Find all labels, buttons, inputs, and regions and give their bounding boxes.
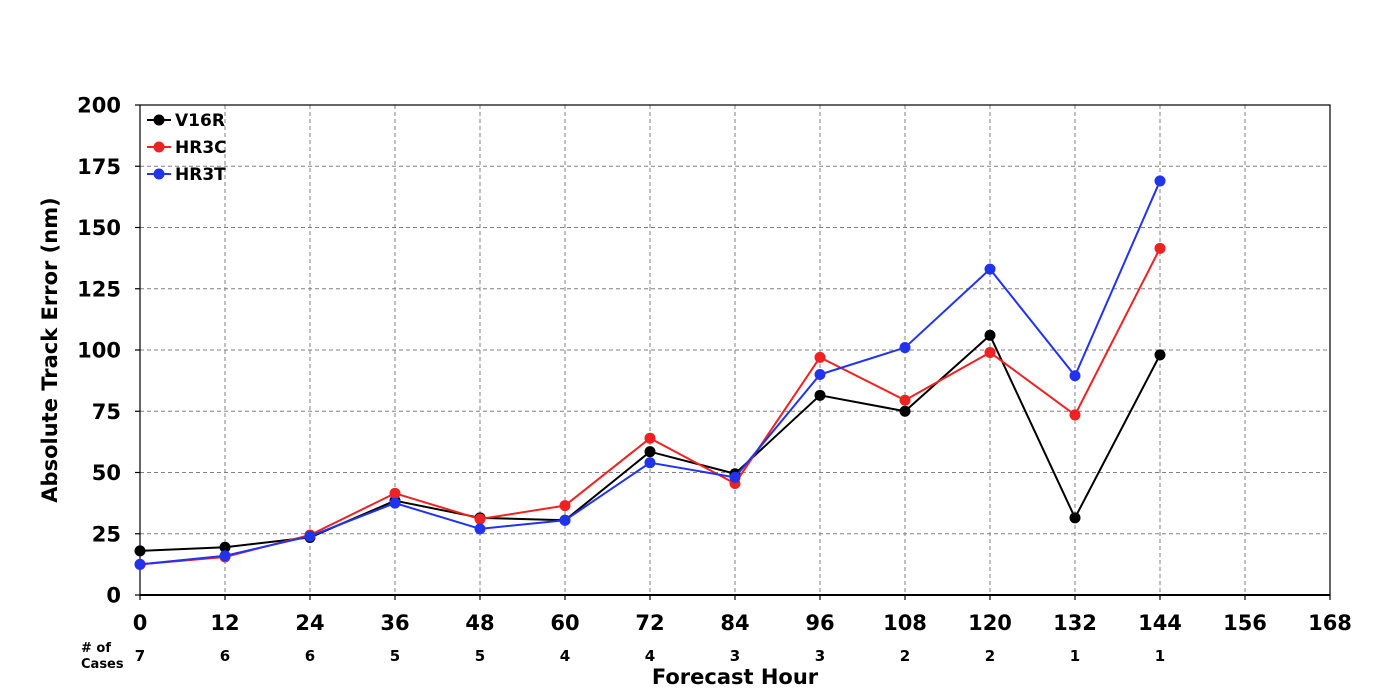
data-point-hr3t (559, 514, 571, 526)
case-count-label: 5 (390, 647, 400, 665)
case-count-label: 3 (815, 647, 825, 665)
data-point-v16r (1154, 349, 1166, 361)
data-point-hr3t (219, 550, 231, 562)
series-lines (134, 175, 1166, 570)
legend-label: HR3C (175, 138, 227, 158)
y-tick-label: 25 (92, 522, 121, 546)
data-point-hr3c (899, 394, 911, 406)
case-count-label: 4 (645, 647, 655, 665)
cases-header-line1: # of (81, 641, 111, 656)
x-tick-label: 120 (968, 611, 1012, 635)
x-tick-label: 24 (295, 611, 324, 635)
y-tick-label: 175 (77, 155, 121, 179)
x-tick-label: 0 (133, 611, 148, 635)
data-point-hr3t (1069, 370, 1081, 382)
x-tick-label: 12 (210, 611, 239, 635)
data-point-hr3c (814, 351, 826, 363)
legend-swatch-marker (153, 141, 165, 153)
data-point-hr3c (389, 487, 401, 499)
legend-swatch-marker (153, 168, 165, 180)
case-count-label: 6 (220, 647, 230, 665)
data-point-v16r (644, 446, 656, 458)
data-point-v16r (814, 389, 826, 401)
legend: V16R HR3C HR3T (147, 111, 227, 185)
data-point-v16r (899, 405, 911, 417)
y-axis-title: Absolute Track Error (nm) (38, 197, 62, 502)
case-count-label: 4 (560, 647, 570, 665)
x-tick-label: 36 (380, 611, 409, 635)
data-point-hr3c (1154, 242, 1166, 254)
data-point-hr3t (1154, 175, 1166, 187)
case-count-label: 1 (1070, 647, 1080, 665)
grid-lines (140, 105, 1330, 595)
data-point-hr3t (729, 471, 741, 483)
y-tick-label: 0 (106, 584, 121, 608)
y-tick-label: 125 (77, 277, 121, 301)
y-tick-label: 150 (77, 216, 121, 240)
x-tick-label: 48 (465, 611, 494, 635)
data-point-hr3t (899, 342, 911, 354)
data-point-hr3t (644, 457, 656, 469)
case-count-label: 7 (135, 647, 145, 665)
data-point-v16r (134, 545, 146, 557)
axis-ticks: 0 12 24 36 48 60 72 84 96 108 120 132 144 156 168 0 25 50… (77, 94, 1352, 636)
y-tick-label: 75 (92, 400, 121, 424)
legend-item-v16r: V16R (147, 111, 225, 131)
x-tick-label: 72 (635, 611, 664, 635)
data-point-hr3c (644, 432, 656, 444)
case-count-label: 2 (985, 647, 995, 665)
data-point-hr3c (1069, 409, 1081, 421)
x-tick-label: 96 (805, 611, 834, 635)
x-tick-label: 132 (1053, 611, 1097, 635)
series-hr3t (134, 175, 1166, 570)
data-point-hr3t (389, 497, 401, 509)
case-count-label: 2 (900, 647, 910, 665)
x-tick-label: 156 (1223, 611, 1267, 635)
y-tick-label: 100 (77, 339, 121, 363)
data-point-hr3t (984, 263, 996, 275)
x-tick-label: 60 (550, 611, 579, 635)
x-axis-title: Forecast Hour (652, 665, 819, 689)
legend-item-hr3t: HR3T (147, 165, 226, 185)
data-point-hr3t (134, 558, 146, 570)
data-point-v16r (984, 329, 996, 341)
x-tick-label: 144 (1138, 611, 1182, 635)
case-count-label: 6 (305, 647, 315, 665)
data-point-hr3c (474, 513, 486, 525)
legend-label: V16R (175, 111, 225, 131)
legend-swatch-marker (153, 114, 165, 126)
data-point-hr3c (984, 346, 996, 358)
data-point-hr3c (559, 500, 571, 512)
x-tick-label: 168 (1308, 611, 1352, 635)
cases-header-line2: Cases (81, 657, 124, 672)
case-count-label: 1 (1155, 647, 1165, 665)
data-point-hr3t (814, 369, 826, 380)
legend-item-hr3c: HR3C (147, 138, 227, 158)
x-tick-label: 84 (720, 611, 749, 635)
legend-label: HR3T (175, 165, 226, 185)
data-point-hr3t (304, 530, 316, 542)
case-count-label: 5 (475, 647, 485, 665)
x-tick-label: 108 (883, 611, 927, 635)
data-point-v16r (219, 541, 231, 553)
data-point-v16r (1069, 512, 1081, 524)
data-point-hr3t (474, 523, 486, 535)
cases-row: # of Cases 7 6 6 5 5 4 4 3 3 2 2 1 1 (81, 641, 1165, 672)
y-tick-label: 200 (77, 94, 121, 118)
case-count-label: 3 (730, 647, 740, 665)
y-tick-label: 50 (92, 461, 121, 485)
